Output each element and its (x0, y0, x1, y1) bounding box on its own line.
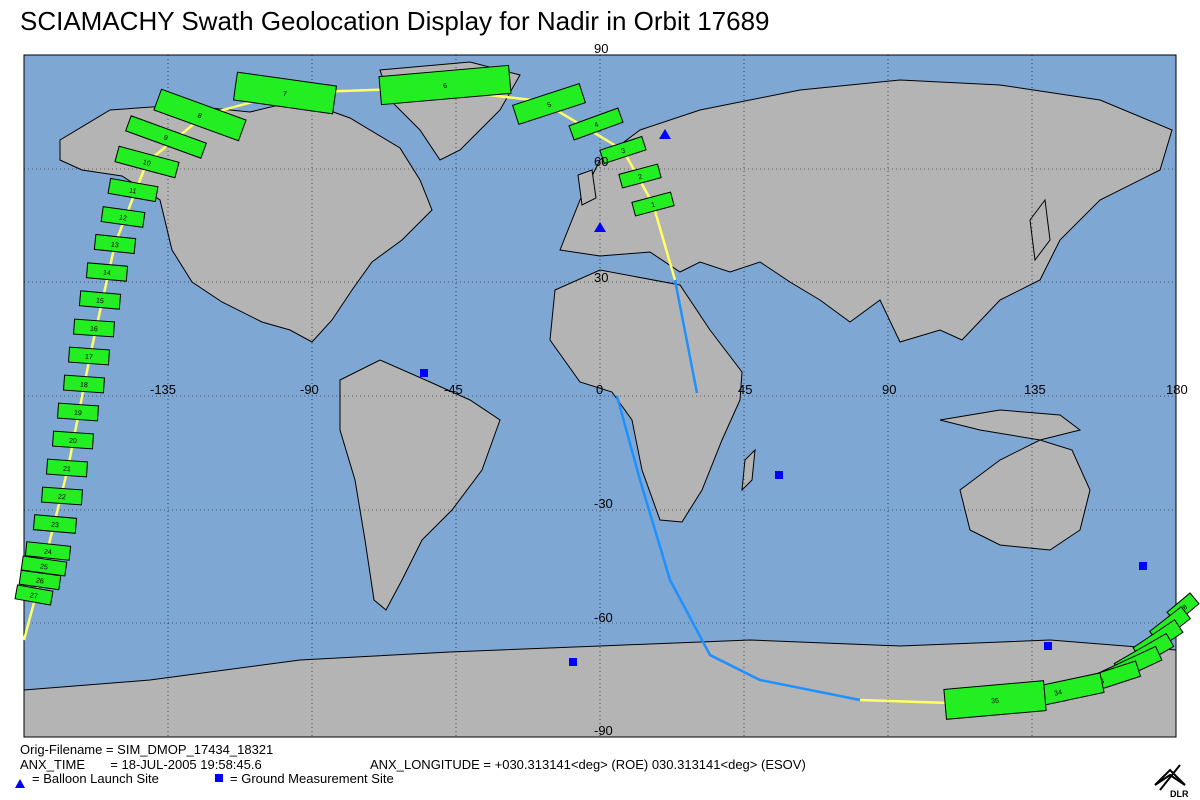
lon-label: 0 (596, 382, 603, 397)
graticule (24, 55, 1176, 737)
swath (100, 206, 146, 228)
swath (67, 346, 111, 366)
swath-label: 7 (282, 91, 287, 98)
swath (125, 115, 207, 159)
ground-site (569, 658, 577, 666)
ground-track (859, 698, 951, 705)
swath (599, 135, 647, 165)
swath-label: 1 (651, 202, 657, 210)
swath-label: 8 (196, 112, 202, 120)
ground-site (1044, 642, 1052, 650)
swath-label: 19 (74, 410, 82, 418)
swath-label: 16 (90, 326, 98, 334)
swath-label: 13 (111, 242, 120, 250)
footer-line: ANX_LONGITUDE = +030.313141<deg> (ROE) 0… (370, 757, 806, 772)
swath (14, 584, 54, 606)
swaths: 1234567891011121314151617181920212223242… (14, 64, 1200, 720)
lon-label: 135 (1024, 382, 1046, 397)
ground-site (420, 369, 428, 377)
swath-label: 9 (162, 134, 168, 142)
legend-triangle (15, 779, 25, 788)
lon-label: -90 (300, 382, 319, 397)
logo-text: DLR (1170, 789, 1189, 799)
lat-label: 60 (594, 154, 608, 169)
swath (232, 71, 338, 115)
legend-entry: = Balloon Launch Site (32, 771, 159, 786)
lat-label: -90 (594, 723, 613, 738)
swath (943, 680, 1047, 720)
lon-label: -45 (444, 382, 463, 397)
swath-label: 24 (44, 549, 53, 557)
swath (78, 290, 122, 310)
title: SCIAMACHY Swath Geolocation Display for … (20, 6, 770, 36)
swath-label: 2 (638, 174, 644, 182)
swath-label: 35 (991, 698, 999, 706)
swath (85, 262, 129, 282)
swath-label: 17 (85, 354, 93, 362)
swath (107, 177, 159, 203)
swath-label: 4 (593, 121, 599, 129)
swath (18, 569, 62, 591)
balloon-site (594, 222, 606, 232)
swath-label: 15 (96, 298, 104, 306)
swath (24, 541, 72, 561)
lat-label: -30 (594, 496, 613, 511)
swath (32, 514, 78, 534)
swath-label: 5 (547, 101, 553, 109)
ground-site (1139, 562, 1147, 570)
swath (56, 402, 100, 422)
swath (72, 318, 116, 338)
balloon-site (659, 129, 671, 139)
swath (45, 458, 89, 478)
swath-label: 20 (69, 438, 77, 446)
swath (153, 88, 247, 142)
sites (420, 129, 1147, 666)
swath-label: 3 (621, 147, 627, 155)
lat-label: 30 (594, 270, 608, 285)
swath-label: 6 (443, 83, 448, 90)
swath (51, 430, 95, 450)
swath (40, 486, 84, 506)
ground-track (673, 279, 699, 394)
swath (62, 374, 106, 394)
swath (114, 145, 180, 179)
lon-label: 45 (738, 382, 752, 397)
swath-label: 22 (58, 494, 66, 502)
swath-label: 12 (118, 214, 127, 222)
ground-site (775, 471, 783, 479)
ground-track (615, 395, 861, 702)
legend-square (215, 774, 223, 782)
swath (631, 191, 675, 217)
lon-label: 180 (1166, 382, 1188, 397)
swath-label: 26 (35, 577, 44, 585)
swath (618, 163, 662, 189)
swath (511, 83, 587, 125)
swath-label: 10 (142, 159, 151, 168)
swath (93, 233, 137, 255)
lat-label: 90 (594, 41, 608, 56)
swath-label: 28 (1179, 604, 1190, 614)
swath-label: 23 (51, 522, 59, 530)
swath-label: 21 (63, 466, 71, 474)
logo: DLR (1154, 764, 1189, 799)
swath-label: 14 (103, 270, 111, 278)
swath-label: 34 (1054, 689, 1063, 697)
lat-label: -60 (594, 610, 613, 625)
swath (378, 64, 512, 106)
swath-label: 25 (39, 563, 48, 571)
swath-label: 11 (129, 187, 137, 195)
lon-label: -135 (150, 382, 176, 397)
legend-entry: = Ground Measurement Site (230, 771, 394, 786)
land (23, 61, 1177, 738)
lon-label: 90 (882, 382, 896, 397)
footer-line: Orig-Filename = SIM_DMOP_17434_18321 (20, 742, 274, 757)
swath (568, 107, 624, 141)
swath-label: 27 (29, 592, 38, 600)
footer-line: ANX_TIME = 18-JUL-2005 19:58:45.6 (20, 757, 262, 772)
swath-label: 18 (80, 382, 88, 390)
